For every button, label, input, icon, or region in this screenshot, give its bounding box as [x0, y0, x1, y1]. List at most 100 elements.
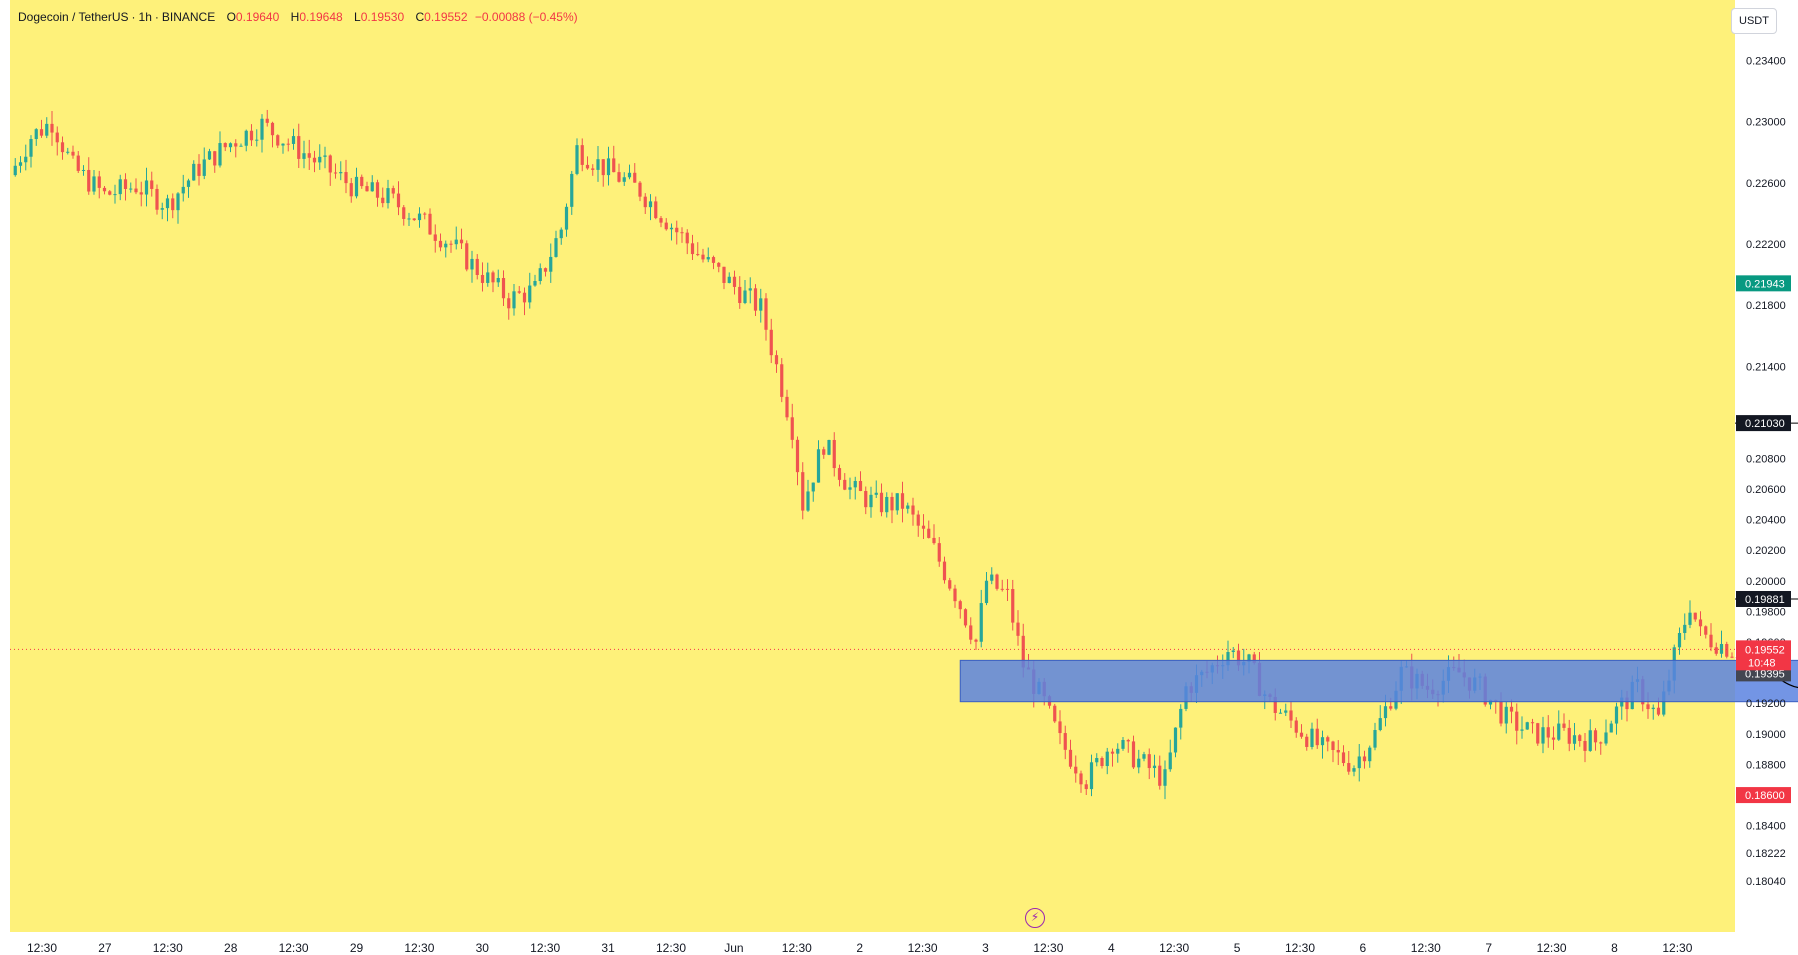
candle-body	[869, 494, 873, 508]
candle-body	[1677, 633, 1682, 648]
price-tick-label: 0.23400	[1746, 55, 1786, 67]
candle-body	[927, 528, 931, 538]
candle-body	[496, 278, 500, 283]
candle-body	[816, 449, 821, 483]
candle-body	[1016, 622, 1020, 636]
candle-body	[1362, 756, 1367, 762]
candle-body	[843, 479, 847, 490]
candle-body	[669, 227, 674, 230]
candle-body	[134, 188, 138, 193]
candle-body	[171, 198, 175, 211]
lightning-icon[interactable]: ⚡	[1025, 908, 1045, 928]
candle-body	[764, 298, 768, 330]
candle-body	[1567, 727, 1571, 744]
candle-body	[60, 142, 65, 153]
time-tick-label: 8	[1611, 941, 1618, 955]
candle-body	[102, 187, 107, 192]
time-tick-label: 12:30	[153, 941, 183, 955]
candle-body	[654, 201, 658, 219]
candle-body	[1389, 706, 1393, 709]
candle-body	[176, 193, 180, 211]
candle-body	[1063, 733, 1067, 750]
current-price-label: 0.19552	[1745, 644, 1785, 656]
candle-body	[969, 625, 973, 640]
candle-body	[1142, 754, 1146, 759]
candle-body	[412, 218, 416, 221]
candle-body	[1137, 758, 1141, 768]
candle-body	[1488, 699, 1493, 705]
time-tick-label: 12:30	[1411, 941, 1441, 955]
candle-body	[386, 188, 390, 204]
interval[interactable]: 1h	[138, 10, 152, 24]
candle-body	[1305, 736, 1309, 747]
open-label: O	[226, 10, 236, 24]
candle-body	[1074, 766, 1078, 774]
candle-body	[979, 603, 983, 642]
candle-body	[1247, 654, 1251, 662]
time-tick-label: 12:30	[1033, 941, 1063, 955]
currency-button[interactable]: USDT	[1731, 8, 1777, 34]
candle-body	[1599, 742, 1603, 744]
candle-body	[1562, 723, 1566, 728]
candle-body	[790, 417, 794, 440]
price-tick-label: 0.22200	[1746, 239, 1786, 251]
candle-body	[433, 234, 437, 241]
time-tick-label: 12:30	[279, 941, 309, 955]
candle-body	[139, 192, 143, 195]
time-tick-label: 12:30	[782, 941, 812, 955]
candle-body	[664, 222, 668, 230]
countdown-label: 10:48	[1748, 657, 1776, 669]
candle-body	[213, 151, 217, 166]
candle-body	[853, 480, 857, 488]
candle-body	[1373, 730, 1377, 748]
candle-body	[396, 193, 401, 208]
candle-body	[76, 155, 80, 171]
candle-body	[848, 487, 852, 490]
close-value: 0.19552	[424, 10, 468, 24]
candle-body	[1126, 739, 1130, 742]
candle-body	[360, 176, 364, 187]
candle-body	[1499, 701, 1503, 724]
price-tick-label: 0.18040	[1746, 876, 1786, 888]
candle-body	[1168, 752, 1172, 770]
candle-body	[1541, 727, 1545, 744]
candle-body	[538, 268, 542, 282]
candle-body	[753, 288, 758, 311]
time-tick-label: 12:30	[1285, 941, 1315, 955]
candle-body	[1068, 749, 1073, 767]
candle-body	[1236, 650, 1241, 666]
time-tick-label: 29	[350, 941, 364, 955]
candle-body	[1053, 705, 1057, 722]
candle-body	[270, 122, 275, 136]
candle-body	[738, 286, 742, 303]
candle-body	[1131, 741, 1136, 768]
symbol-name[interactable]: Dogecoin / TetherUS	[18, 10, 129, 24]
price-tick-label: 0.23000	[1746, 117, 1786, 129]
open-value: 0.19640	[235, 10, 280, 24]
candle-body	[1284, 710, 1288, 713]
time-tick-label: 2	[856, 941, 863, 955]
candle-body	[1058, 721, 1062, 734]
candle-body	[858, 480, 863, 491]
time-tick-label: 12:30	[1662, 941, 1692, 955]
candle-body	[785, 396, 789, 418]
candle-body	[34, 129, 38, 140]
candle-body	[1662, 691, 1666, 715]
candle-body	[795, 439, 800, 473]
candle-body	[307, 153, 311, 158]
price-axis-background	[1735, 0, 1798, 955]
candle-body	[228, 143, 233, 148]
time-tick-label: 12:30	[1537, 941, 1567, 955]
candle-body	[948, 580, 952, 589]
candle-body	[260, 118, 264, 140]
demand-zone	[959, 659, 1798, 703]
candle-body	[1693, 612, 1697, 620]
candle-body	[1320, 737, 1325, 746]
candle-body	[365, 186, 369, 192]
candle-body	[1625, 697, 1629, 710]
candle-body	[66, 151, 70, 153]
candle-body	[459, 239, 464, 244]
candle-body	[1509, 706, 1514, 712]
candle-body	[685, 232, 689, 244]
